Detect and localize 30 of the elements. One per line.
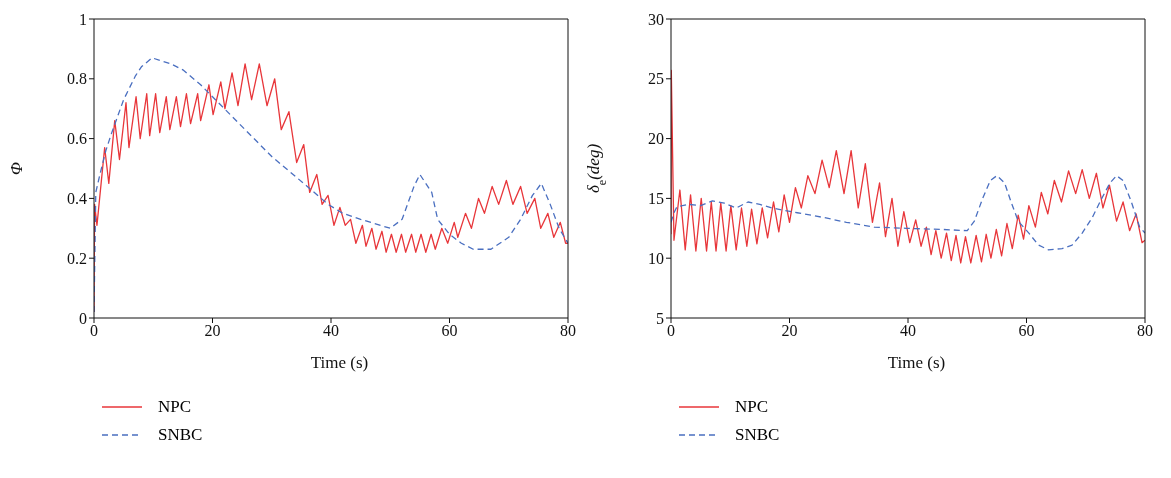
x-tick-label: 40 <box>323 322 339 340</box>
y-tick-label: 0.4 <box>67 190 87 208</box>
y-tick-label: 1 <box>79 10 87 28</box>
y-tick-label: 10 <box>648 249 664 267</box>
y-tick-label: 5 <box>656 309 664 327</box>
y-axis-title: Φ <box>7 161 26 175</box>
y-tick-label: 25 <box>648 70 664 88</box>
y-tick-label: 15 <box>648 190 664 208</box>
x-tick-label: 0 <box>667 322 675 340</box>
x-tick-label: 40 <box>900 322 916 340</box>
legend-label: NPC <box>735 397 769 417</box>
x-tick-label: 60 <box>441 322 458 340</box>
line-series <box>671 175 1145 251</box>
x-tick-label: 20 <box>204 322 221 340</box>
legend-label: SNBC <box>735 425 780 445</box>
x-axis-title: Time (s) <box>886 353 947 373</box>
y-tick-label: 0.2 <box>67 249 87 267</box>
y-tick-label: 0 <box>79 309 87 327</box>
legend-label: SNBC <box>158 425 203 445</box>
legend-label: NPC <box>158 397 192 417</box>
x-tick-label: 0 <box>90 322 98 340</box>
x-tick-label: 60 <box>1018 322 1035 340</box>
y-tick-label: 0.6 <box>67 130 87 148</box>
y-tick-label: 20 <box>648 130 664 148</box>
y-tick-label: 0.8 <box>67 70 87 88</box>
x-tick-label: 80 <box>1137 322 1153 340</box>
y-tick-label: 30 <box>648 10 664 28</box>
x-tick-label: 80 <box>560 322 576 340</box>
x-axis-title: Time (s) <box>309 353 370 373</box>
x-tick-label: 20 <box>781 322 798 340</box>
